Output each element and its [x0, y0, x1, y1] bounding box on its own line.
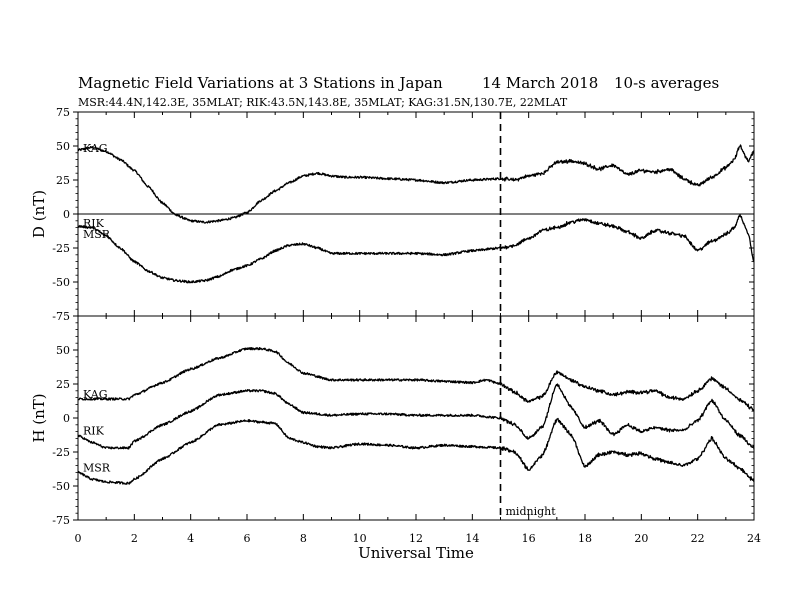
- chart-title-main: Magnetic Field Variations at 3 Stations …: [78, 74, 443, 92]
- x-tick-label: 20: [634, 532, 648, 545]
- panel-frame: [77, 315, 755, 521]
- y-tick-label: 25: [56, 174, 70, 187]
- y-tick-label: -75: [52, 310, 70, 323]
- chart-title-averaging: 10-s averages: [614, 74, 719, 92]
- x-tick-label: 0: [75, 532, 82, 545]
- series-line-msr: [77, 214, 755, 284]
- x-tick-label: 24: [747, 532, 761, 545]
- x-tick-label: 12: [409, 532, 423, 545]
- x-tick-label: 4: [187, 532, 194, 545]
- x-tick-label: 6: [244, 532, 251, 545]
- x-tick-label: 8: [300, 532, 307, 545]
- series-line-msr: [77, 417, 755, 485]
- y-tick-label: -50: [52, 276, 70, 289]
- x-axis-label: Universal Time: [358, 544, 474, 562]
- series-label-msr: MSR: [83, 228, 111, 241]
- chart-title: Magnetic Field Variations at 3 Stations …: [78, 74, 719, 92]
- series-line-rik: [77, 383, 755, 450]
- y-tick-label: 0: [63, 208, 70, 221]
- y-tick-label: -25: [52, 242, 70, 255]
- panel-h: 50 25 0 -25 -50 -75 H (nT) KAG RIK MSR: [30, 315, 755, 527]
- y-tick-label: 50: [56, 344, 70, 357]
- x-tick-label: 22: [691, 532, 705, 545]
- x-tick-label: 10: [353, 532, 367, 545]
- series-line-kag: [77, 346, 755, 411]
- series-label-msr: MSR: [83, 461, 111, 474]
- y-tick-label: 0: [63, 412, 70, 425]
- y-tick-label: -50: [52, 480, 70, 493]
- series-label-rik: RIK: [83, 425, 105, 438]
- x-tick-label: 18: [578, 532, 592, 545]
- series-line-kag: [77, 144, 755, 224]
- y-tick-label: -25: [52, 446, 70, 459]
- y-tick-label: -75: [52, 514, 70, 527]
- series-label-kag: KAG: [83, 142, 108, 155]
- y-tick-label: 75: [56, 106, 70, 119]
- y-tick-label: 50: [56, 140, 70, 153]
- plot-area: 75 50 25 0 -25 -50 -75 D (nT) KAG RIK MSR 50 25 0 -25 -…: [30, 106, 761, 545]
- chart-title-date: 14 March 2018: [482, 74, 598, 92]
- x-tick-label: 14: [465, 532, 479, 545]
- y-axis-label-h: H (nT): [30, 393, 48, 442]
- x-tick-label: 2: [131, 532, 138, 545]
- midnight-label: midnight: [506, 505, 557, 518]
- chart-subtitle: MSR:44.4N,142.3E, 35MLAT; RIK:43.5N,143.…: [78, 96, 568, 109]
- x-tick-label: 16: [522, 532, 536, 545]
- y-axis-label-d: D (nT): [30, 190, 48, 238]
- series-label-kag: KAG: [83, 388, 108, 401]
- y-tick-label: 25: [56, 378, 70, 391]
